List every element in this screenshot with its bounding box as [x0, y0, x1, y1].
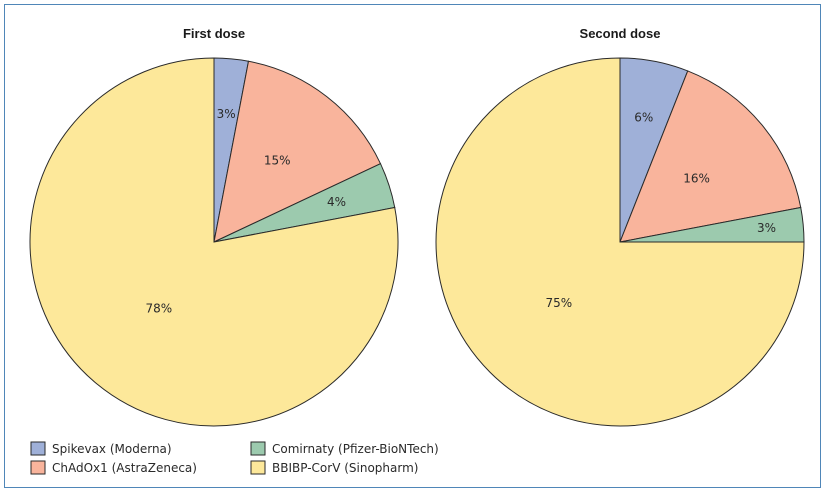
slice-label-comirnaty: 4% [327, 195, 346, 209]
pie-slice-chadox1 [619, 70, 802, 243]
legend-swatch-bbibp [250, 460, 266, 475]
pie-slice-chadox1 [213, 60, 382, 243]
legend-label-bbibp: BBIBP-CorV (Sinopharm) [272, 461, 418, 475]
pie-title-second-dose: Second dose [580, 26, 661, 41]
legend-label-chadox1: ChAdOx1 (AstraZeneca) [52, 461, 197, 475]
legend-label-comirnaty: Comirnaty (Pfizer-BioNTech) [272, 442, 439, 456]
pie-first-dose: First dose 3% 15% 4% 78% [29, 26, 399, 427]
slice-label-bbibp-corv: 78% [146, 302, 173, 316]
legend-swatch-comirnaty [250, 441, 266, 456]
slice-label-bbibp-corv: 75% [546, 296, 573, 310]
pie-slice-bbibp-corv [435, 57, 805, 427]
slice-label-chadox1: 16% [683, 172, 710, 186]
slice-label-chadox1: 15% [264, 154, 291, 168]
legend-swatch-chadox1 [30, 460, 46, 475]
pie-slice-bbibp-corv [29, 57, 399, 427]
legend: Spikevax (Moderna) ChAdOx1 (AstraZeneca)… [30, 441, 439, 475]
pie-title-first-dose: First dose [183, 26, 245, 41]
slice-label-spikevax: 3% [217, 107, 236, 121]
slice-label-comirnaty: 3% [757, 221, 776, 235]
pie-second-dose: Second dose 6% 16% 3% 75% [435, 26, 805, 427]
slice-label-spikevax: 6% [634, 110, 653, 124]
legend-label-spikevax: Spikevax (Moderna) [52, 442, 172, 456]
legend-swatch-spikevax [30, 441, 46, 456]
